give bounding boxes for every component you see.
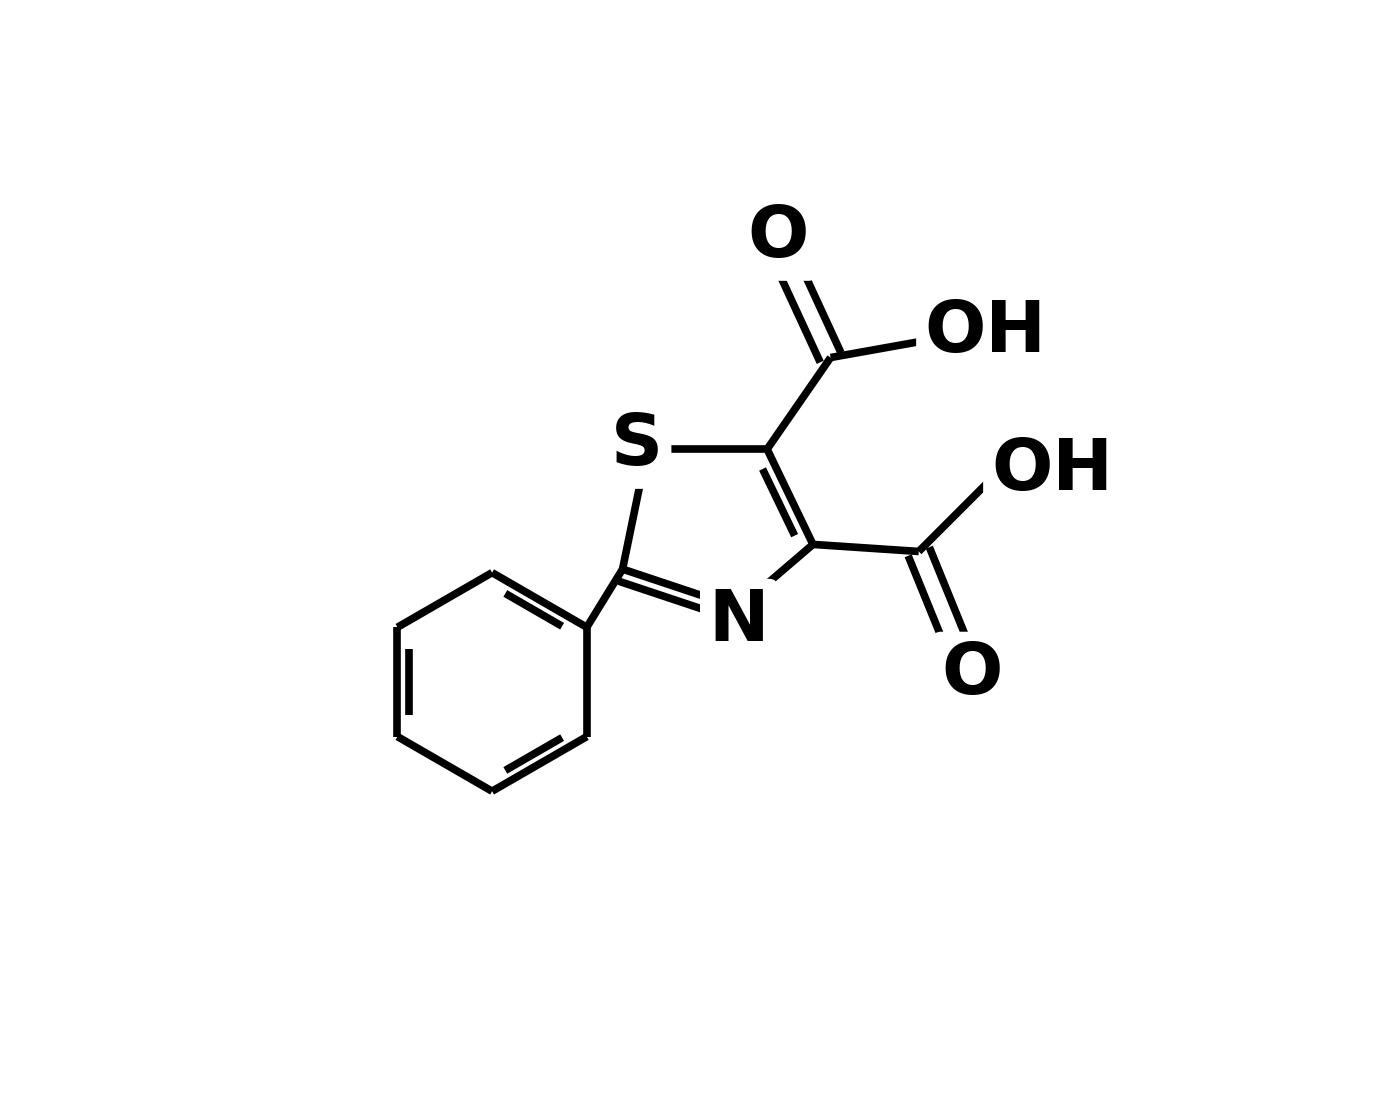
Text: OH: OH [925,298,1046,367]
Text: N: N [708,588,769,656]
Text: O: O [941,641,1002,709]
Text: OH: OH [991,436,1114,504]
Text: O: O [747,203,809,273]
Text: S: S [611,411,663,480]
